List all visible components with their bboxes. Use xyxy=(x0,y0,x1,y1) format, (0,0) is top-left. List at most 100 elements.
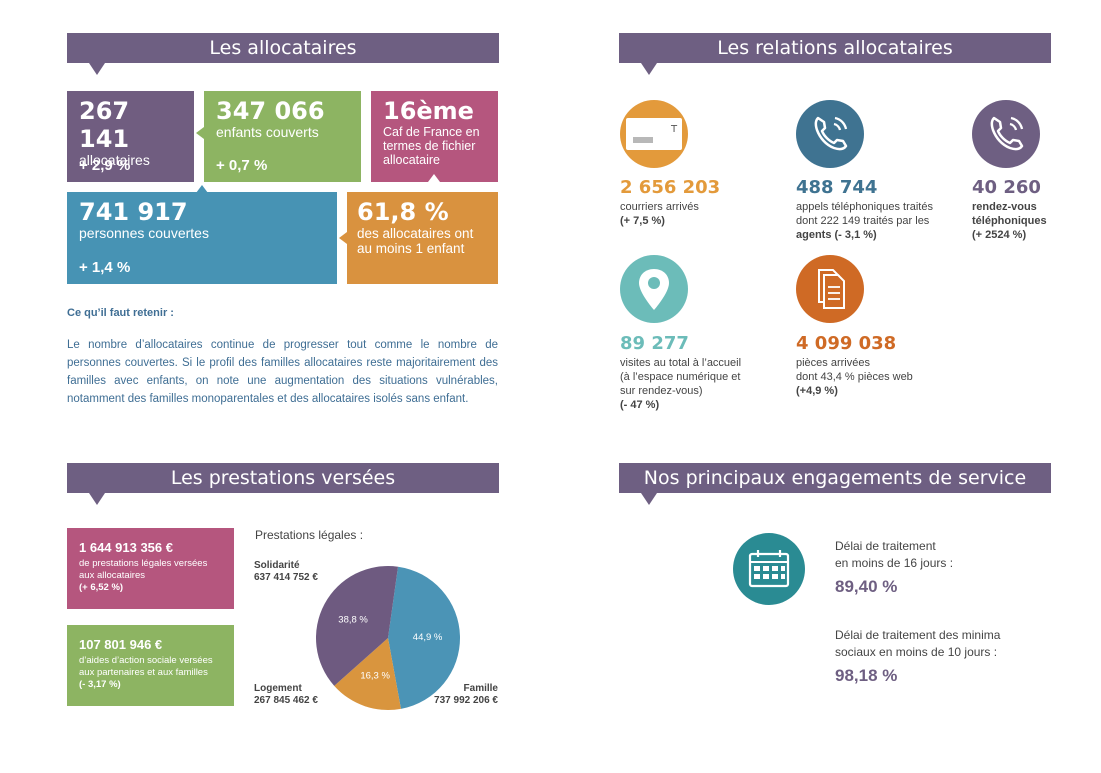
label-amount: 267 845 462 € xyxy=(254,695,318,706)
engagement-1-desc: Délai de traitement en moins de 16 jours… xyxy=(835,538,953,572)
documents-icon xyxy=(796,255,864,323)
stat-box-enfants: 347 066 enfants couverts + 0,7 % xyxy=(204,91,361,182)
stat-delta: + 2,9 % xyxy=(79,157,131,174)
desc-line: aux allocataires xyxy=(79,570,146,581)
stat-box-personnes: 741 917 personnes couvertes + 1,4 % xyxy=(67,192,337,284)
pie-label-logement: Logement 267 845 462 € xyxy=(254,683,318,707)
engagement-2-desc: Délai de traitement des minima sociaux e… xyxy=(835,627,1000,661)
stat-label: allocataires xyxy=(79,152,150,168)
desc-line: d’aides d’action sociale versées xyxy=(79,655,213,666)
desc-line: pièces arrivées xyxy=(796,357,870,369)
desc-line: (- 47 %) xyxy=(620,399,660,411)
prestations-legales-box: 1 644 913 356 € de prestations légales v… xyxy=(67,528,234,609)
rdv-desc: rendez-vous téléphoniques (+ 2524 %) xyxy=(972,200,1047,242)
retain-text: Le nombre d’allocataires continue de pro… xyxy=(67,339,498,405)
pie-slice-solidarite xyxy=(316,566,399,686)
rdv-value: 40 260 xyxy=(972,177,1041,198)
engagement-2-value: 98,18 % xyxy=(835,666,898,685)
envelope-icon: T xyxy=(620,100,688,168)
phone-icon xyxy=(796,100,864,168)
stat-label: enfants couverts xyxy=(216,124,319,140)
stat-value: 741 917 xyxy=(79,198,188,226)
pie-title: Prestations légales : xyxy=(255,528,364,542)
stat-delta: + 1,4 % xyxy=(79,259,131,276)
section-title: Les prestations versées xyxy=(170,467,396,489)
engagement-1-value: 89,40 % xyxy=(835,577,898,596)
visites-desc: visites au total à l’accueil (à l’espace… xyxy=(620,356,741,412)
desc-line: en moins de 16 jours : xyxy=(835,556,954,570)
courriers-value: 2 656 203 xyxy=(620,177,721,198)
stat-delta: + 0,7 % xyxy=(216,157,268,174)
header-tail xyxy=(641,493,657,505)
desc-line: (+4,9 %) xyxy=(796,385,838,397)
section-header-allocataires: Les allocataires xyxy=(67,33,499,75)
pieces-desc: pièces arrivées dont 43,4 % pièces web (… xyxy=(796,356,913,398)
stat-value: 347 066 xyxy=(216,97,325,125)
stat-box-allocataires: 267 141 allocataires + 2,9 % xyxy=(67,91,194,182)
map-pin-icon xyxy=(620,255,688,323)
pie-slice-famille xyxy=(388,566,460,709)
pie-data-label: 16,3 % xyxy=(360,670,390,681)
stat-box-enfant-ratio: 61,8 % des allocataires ont au moins 1 e… xyxy=(347,192,498,284)
pie-data-label: 38,8 % xyxy=(338,614,368,625)
desc-line: sociaux en moins de 10 jours : xyxy=(835,645,998,659)
section-title: Nos principaux engagements de service xyxy=(643,467,1027,489)
section-header-prestations: Les prestations versées xyxy=(67,463,499,505)
desc-line: courriers arrivés xyxy=(620,201,699,213)
desc-line: (à l’espace numérique et xyxy=(620,371,741,383)
courriers-desc: courriers arrivés (+ 7,5 %) xyxy=(620,200,699,228)
label-name: Logement xyxy=(254,683,302,694)
desc-line: agents (- 3,1 %) xyxy=(796,229,877,241)
label-name: Famille xyxy=(463,683,498,694)
calendar-icon xyxy=(733,533,805,605)
stat-label: personnes couvertes xyxy=(79,225,209,241)
header-tail xyxy=(641,63,657,75)
desc-line: dont 222 149 traités par les xyxy=(796,215,930,227)
desc-line: sur rendez-vous) xyxy=(620,385,703,397)
pie-slice-logement xyxy=(334,638,401,710)
section-header-relations: Les relations allocataires xyxy=(619,33,1051,75)
desc-line: (+ 2524 %) xyxy=(972,229,1027,241)
box-notch xyxy=(196,185,208,193)
label-amount: 637 414 752 € xyxy=(254,572,318,583)
stat-label: des allocataires ont au moins 1 enfant xyxy=(357,226,474,256)
section-header-engagements: Nos principaux engagements de service xyxy=(619,463,1051,505)
box-notch xyxy=(339,232,347,244)
desc-line: de prestations légales versées xyxy=(79,558,208,569)
desc-line: (+ 7,5 %) xyxy=(620,215,665,227)
label-amount: 737 992 206 € xyxy=(434,695,498,706)
desc-line: dont 43,4 % pièces web xyxy=(796,371,913,383)
box-notch xyxy=(428,174,440,182)
desc-line: Délai de traitement xyxy=(835,539,936,553)
action-sociale-box: 107 801 946 € d’aides d’action sociale v… xyxy=(67,625,234,706)
section-title: Les allocataires xyxy=(209,37,357,59)
amount-value: 107 801 946 € xyxy=(79,637,163,652)
appels-value: 488 744 xyxy=(796,177,878,198)
stat-box-rang: 16ème Caf de France en termes de fichier… xyxy=(371,91,498,182)
amount-value: 1 644 913 356 € xyxy=(79,540,173,555)
desc-line: Délai de traitement des minima xyxy=(835,628,1001,642)
desc-line: appels téléphoniques traités xyxy=(796,201,933,213)
desc-line: aux partenaires et aux familles xyxy=(79,667,208,678)
section-title: Les relations allocataires xyxy=(717,37,953,59)
label-name: Solidarité xyxy=(254,560,300,571)
pie-chart: 44,9 % 16,3 % 38,8 % xyxy=(316,566,460,710)
desc-line: téléphoniques xyxy=(972,215,1047,227)
svg-text:T: T xyxy=(670,124,678,135)
pie-data-label: 44,9 % xyxy=(413,632,443,643)
stat-value: 16ème xyxy=(383,97,474,125)
retain-title: Ce qu’il faut retenir : xyxy=(67,307,174,319)
desc-line: visites au total à l’accueil xyxy=(620,357,742,369)
pie-label-solidarite: Solidarité 637 414 752 € xyxy=(254,560,318,584)
desc-line: (+ 6,52 %) xyxy=(79,582,124,593)
stat-label: Caf de France en termes de fichier alloc… xyxy=(383,125,480,167)
stat-value: 267 141 xyxy=(79,97,130,153)
desc-line: rendez-vous xyxy=(972,201,1037,213)
desc-line: (- 3,17 %) xyxy=(79,679,121,690)
stat-value: 61,8 % xyxy=(357,198,449,226)
header-tail xyxy=(89,63,105,75)
phone-icon xyxy=(972,100,1040,168)
box-notch xyxy=(196,127,204,139)
appels-desc: appels téléphoniques traités dont 222 14… xyxy=(796,200,933,242)
visites-value: 89 277 xyxy=(620,333,689,354)
